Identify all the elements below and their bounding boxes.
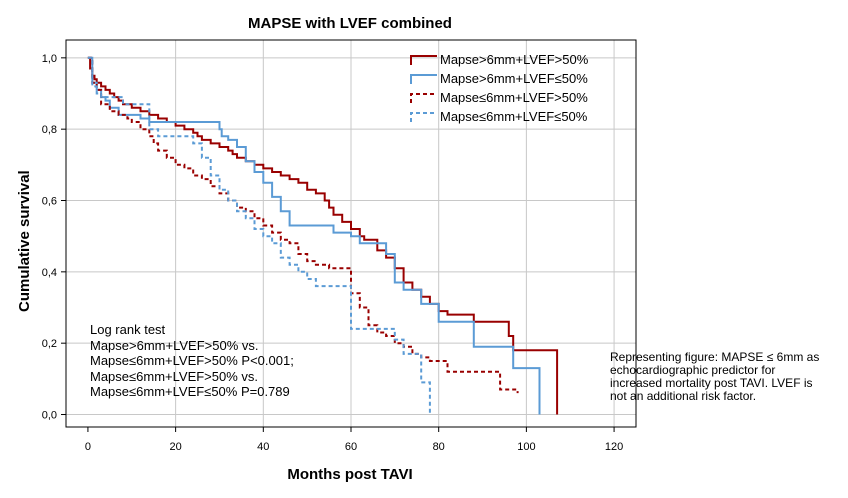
legend-label: Mapse>6mm+LVEF≤50% [440, 71, 588, 86]
log-rank-line: Mapse≤6mm+LVEF≤50% P=0.789 [90, 384, 290, 399]
log-rank-line: Mapse≤6mm+LVEF>50% P<0.001; [90, 353, 294, 368]
x-tick-label: 80 [433, 441, 445, 453]
log-rank-line: Mapse>6mm+LVEF>50% vs. [90, 337, 259, 353]
survival-curve-4 [87, 56, 431, 415]
y-tick-label: 0,8 [42, 124, 57, 136]
legend-item: Mapse>6mm+LVEF≤50% [410, 69, 588, 88]
legend-item: Mapse≤6mm+LVEF≤50% [410, 107, 588, 126]
x-axis-label: Months post TAVI [287, 466, 413, 483]
side-note-line: not an additional risk factor. [610, 389, 757, 403]
y-tick-label: 0,4 [42, 267, 57, 279]
x-tick-label: 100 [517, 441, 535, 453]
y-axis-label: Cumulative survival [16, 170, 33, 312]
x-tick-label: 40 [257, 441, 269, 453]
legend-label: Mapse≤6mm+LVEF>50% [440, 90, 588, 105]
y-tick-label: 0,6 [42, 196, 57, 208]
side-note-line: echocardiographic predictor for [610, 363, 776, 377]
legend-swatch [410, 54, 437, 65]
legend-item: Mapse>6mm+LVEF>50% [410, 50, 588, 69]
survival-curve-3 [87, 56, 519, 394]
legend-item: Mapse≤6mm+LVEF>50% [410, 88, 588, 107]
side-note-line: Representing figure: MAPSE ≤ 6mm as [610, 350, 820, 364]
log-rank-line: Log rank test [90, 322, 166, 337]
y-tick-label: 1,0 [42, 53, 57, 65]
log-rank-annotation: Log rank test Mapse>6mm+LVEF>50% vs. Map… [90, 322, 294, 400]
chart-title: MAPSE with LVEF combined [248, 15, 452, 32]
survival-curves [87, 56, 559, 415]
log-rank-line: Mapse≤6mm+LVEF>50% vs. [90, 368, 259, 384]
x-tick-label: 20 [169, 441, 181, 453]
side-note: Representing figure: MAPSE ≤ 6mm as echo… [610, 351, 846, 403]
x-tick-label: 0 [85, 441, 91, 453]
axis-ticks: 0 20 40 60 80 100 120 0,0 0,2 0,4 0,6 0,8 1,0 [42, 53, 624, 453]
legend-label: Mapse≤6mm+LVEF≤50% [440, 109, 588, 124]
x-tick-label: 60 [345, 441, 357, 453]
x-tick-label: 120 [605, 441, 623, 453]
y-tick-label: 0,0 [42, 410, 57, 422]
side-note-line: increased mortality post TAVI. LVEF is [610, 376, 813, 390]
legend-label: Mapse>6mm+LVEF>50% [440, 52, 589, 67]
legend-swatch [410, 111, 437, 122]
legend: Mapse>6mm+LVEF>50% Mapse>6mm+LVEF≤50% Ma… [410, 50, 588, 126]
y-tick-label: 0,2 [42, 338, 57, 350]
legend-swatch [410, 92, 437, 103]
legend-swatch [410, 73, 437, 84]
